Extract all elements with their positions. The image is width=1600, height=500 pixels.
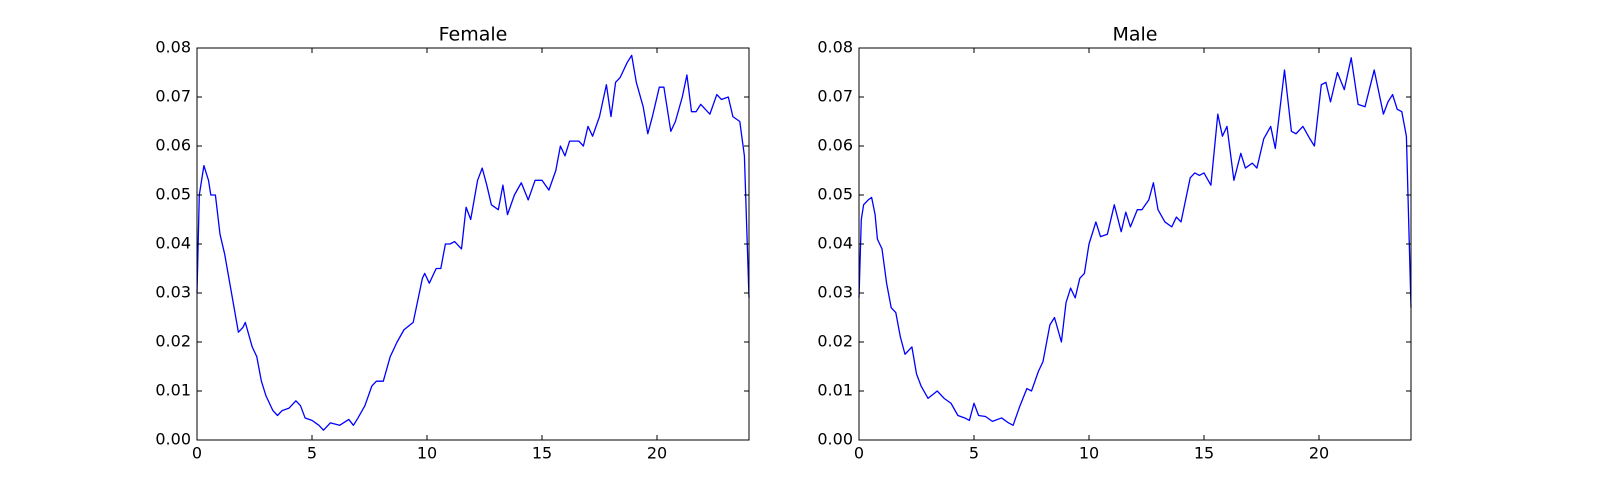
- axes-frame: [858, 47, 1412, 441]
- y-tick-label: 0.00: [817, 430, 853, 449]
- y-tick-label: 0.02: [155, 332, 191, 351]
- y-tick-label: 0.02: [817, 332, 853, 351]
- data-line: [858, 57, 1412, 426]
- data-line: [196, 54, 750, 431]
- x-tick-label: 10: [1079, 444, 1099, 463]
- x-tick-label: 20: [1309, 444, 1329, 463]
- axes-background: [197, 48, 749, 440]
- y-tick-label: 0.06: [155, 136, 191, 155]
- y-tick-label: 0.00: [155, 430, 191, 449]
- y-tick-label: 0.08: [155, 38, 191, 57]
- y-tick-label: 0.08: [817, 38, 853, 57]
- y-tick-label: 0.04: [817, 234, 853, 253]
- y-tick-label: 0.06: [817, 136, 853, 155]
- axes-background: [859, 48, 1411, 440]
- y-tick-label: 0.01: [155, 381, 191, 400]
- y-tick-label: 0.04: [155, 234, 191, 253]
- x-tick-label: 10: [417, 444, 437, 463]
- x-tick-label: 0: [854, 444, 864, 463]
- y-tick-label: 0.05: [817, 185, 853, 204]
- x-tick-label: 0: [192, 444, 202, 463]
- chart-title: Male: [1112, 24, 1157, 46]
- y-tick-label: 0.07: [155, 87, 191, 106]
- y-tick-label: 0.03: [155, 283, 191, 302]
- axes-frame: [196, 47, 750, 441]
- y-tick-label: 0.03: [817, 283, 853, 302]
- y-tick-label: 0.05: [155, 185, 191, 204]
- x-tick-label: 15: [532, 444, 552, 463]
- x-tick-label: 15: [1194, 444, 1214, 463]
- x-tick-label: 5: [969, 444, 979, 463]
- x-tick-label: 20: [647, 444, 667, 463]
- chart-title: Female: [439, 24, 508, 46]
- x-tick-label: 5: [307, 444, 317, 463]
- y-tick-label: 0.07: [817, 87, 853, 106]
- y-tick-label: 0.01: [817, 381, 853, 400]
